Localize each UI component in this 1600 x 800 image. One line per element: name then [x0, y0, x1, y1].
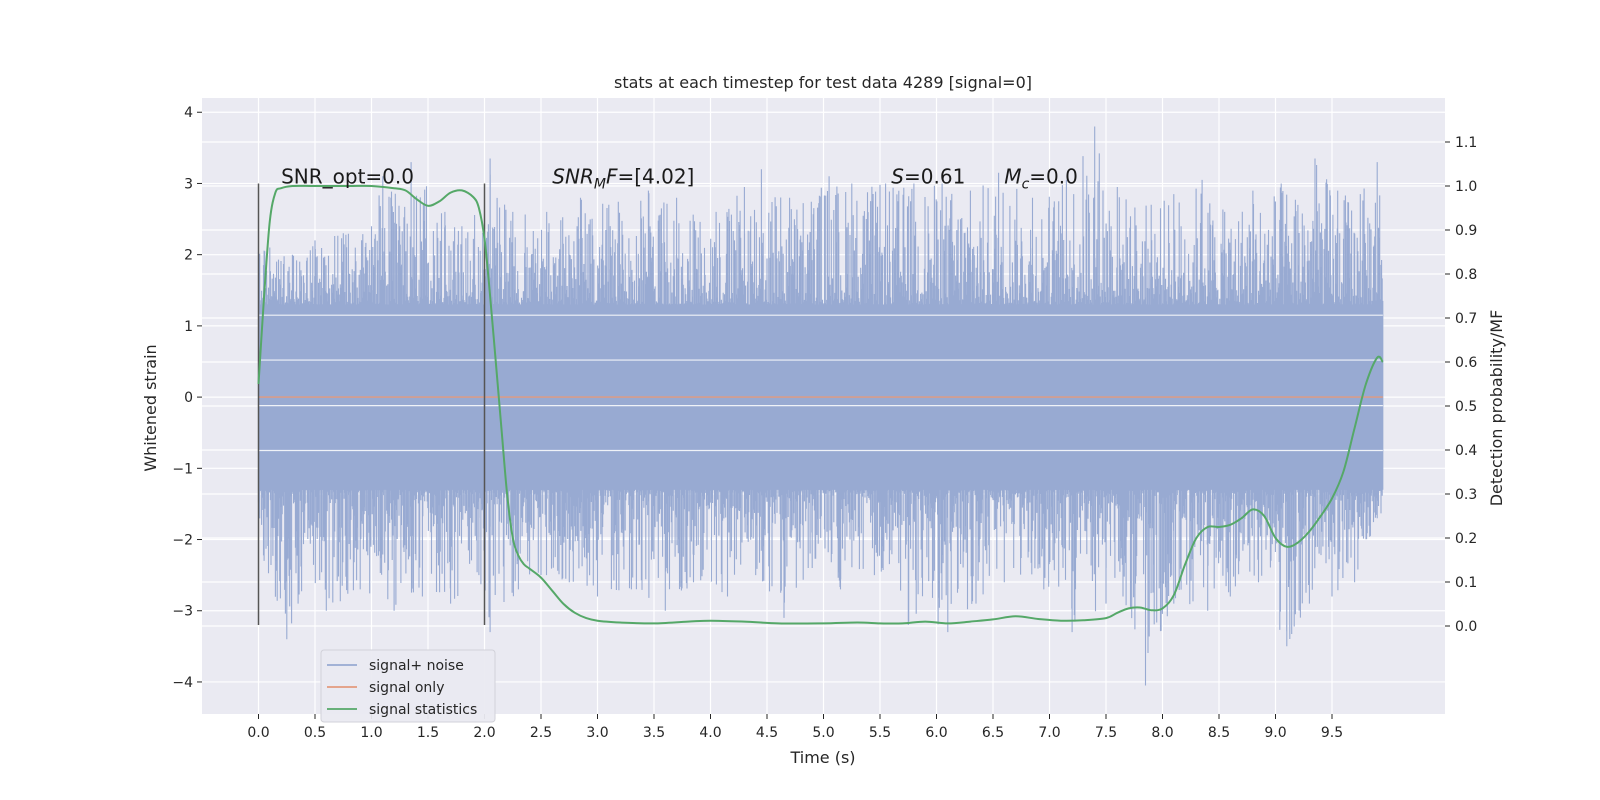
x-tick-label: 4.5 [756, 725, 778, 741]
annotation-3: Mc=0.0 [1004, 164, 1078, 192]
x-tick-label: 6.5 [982, 725, 1004, 741]
x-tick-label: 9.0 [1264, 725, 1286, 741]
x-tick-label: 2.0 [473, 725, 495, 741]
y-right-tick-label: 0.9 [1455, 223, 1477, 239]
legend: signal+ noise signal only signal statistic… [320, 649, 496, 723]
y-right-tick-label: 1.1 [1455, 135, 1477, 151]
x-tick-label: 4.0 [699, 725, 721, 741]
legend-label: signal+ noise [369, 658, 464, 674]
y-right-tick-label: 0.4 [1455, 443, 1477, 459]
x-tick-label: 2.5 [530, 725, 552, 741]
y-tick-label: 2 [184, 248, 193, 264]
interval-markers [257, 183, 486, 625]
legend-label: signal only [369, 680, 444, 696]
x-tick-label: 8.0 [1151, 725, 1173, 741]
x-tick-label: 0.0 [247, 725, 269, 741]
y-right-tick-label: 0.8 [1455, 267, 1477, 283]
y-tick-label: −2 [172, 533, 193, 549]
y-right-tick-label: 0.5 [1455, 399, 1477, 415]
y-tick-label: 4 [184, 105, 193, 121]
y-right-tick-label: 0.6 [1455, 355, 1477, 371]
y-tick-label: 0 [184, 390, 193, 406]
x-tick-label: 5.5 [869, 725, 891, 741]
y-right-tick-label: 0.7 [1455, 311, 1477, 327]
x-tick-label: 7.0 [1038, 725, 1060, 741]
annotations: SNR_opt=0.0 SNRMF=[4.02] S=0.61 Mc=0.0 [281, 164, 1078, 192]
y-tick-label: 1 [184, 319, 193, 335]
y-tick-label: 3 [184, 176, 193, 192]
y-right-tick-label: 1.0 [1455, 179, 1477, 195]
x-tick-label: 1.0 [360, 725, 382, 741]
x-tick-label: 9.5 [1321, 725, 1343, 741]
x-tick-label: 6.0 [925, 725, 947, 741]
y-tick-label: −4 [172, 675, 193, 691]
x-axis-label: Time (s) [789, 748, 855, 767]
annotation-0: SNR_opt=0.0 [281, 164, 414, 188]
signal-statistics-series [257, 184, 1384, 625]
y-axis-label: Whitened strain [141, 344, 160, 471]
x-tick-label: 3.0 [586, 725, 608, 741]
x-tick-label: 3.5 [643, 725, 665, 741]
chart-title: stats at each timestep for test data 428… [614, 73, 1032, 92]
x-tick-label: 7.5 [1095, 725, 1117, 741]
y-right-tick-label: 0.2 [1455, 531, 1477, 547]
y-right-tick-label: 0.1 [1455, 575, 1477, 591]
y-axis-left: −4 −3 −2 −1 0 1 2 3 4 [172, 105, 202, 691]
y-tick-label: −3 [172, 604, 193, 620]
annotation-1: SNRMF=[4.02] [552, 164, 694, 192]
y-right-tick-label: 0.0 [1455, 619, 1477, 635]
x-tick-label: 5.0 [812, 725, 834, 741]
y-right-tick-label: 0.3 [1455, 487, 1477, 503]
x-tick-label: 8.5 [1208, 725, 1230, 741]
legend-box [320, 649, 496, 723]
y-tick-label: −1 [172, 461, 193, 477]
y-axis-right: 0.0 0.1 0.2 0.3 0.4 0.5 0.6 0.7 0.8 0.9 1.0 1.1 [1445, 135, 1477, 635]
y-axis-right-label: Detection probability/MF [1487, 310, 1506, 507]
annotation-2: S=0.61 [891, 164, 965, 188]
x-tick-label: 0.5 [304, 725, 326, 741]
x-tick-label: 1.5 [417, 725, 439, 741]
x-axis: 0.0 0.5 1.0 1.5 2.0 2.5 3.0 3.5 4.0 4.5 5.0 5.5 6.0 6… [247, 714, 1343, 741]
signal-statistics-line [257, 184, 1384, 625]
legend-label: signal statistics [369, 702, 477, 718]
